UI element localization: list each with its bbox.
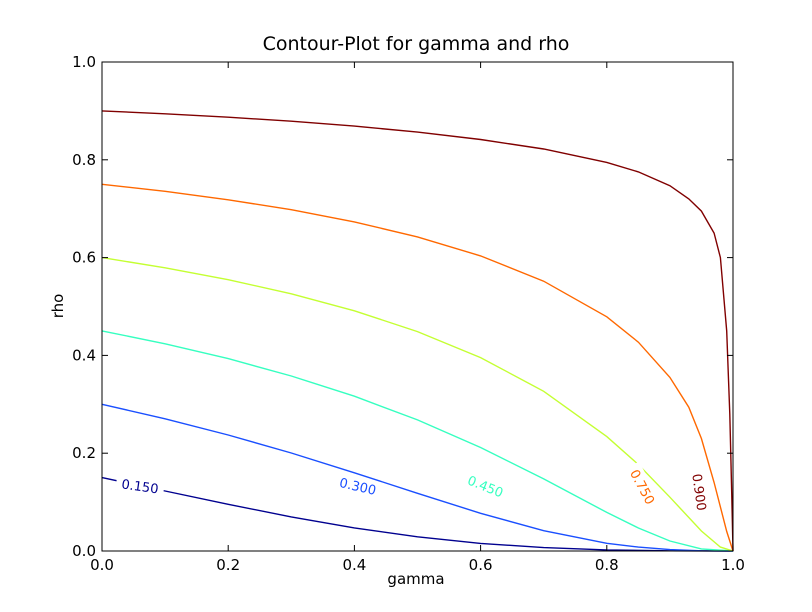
y-tick-label: 0.6 — [72, 249, 96, 267]
contour-label-6: 0.900 — [688, 473, 708, 512]
y-tick-label: 0.0 — [72, 542, 96, 560]
contour-line-1 — [101, 476, 734, 552]
y-tick-label: 1.0 — [72, 53, 96, 71]
contour-label-halo — [459, 469, 512, 504]
contour-label-halo — [332, 472, 384, 501]
x-tick-label: 1.0 — [721, 556, 745, 574]
x-axis-title: gamma — [387, 570, 444, 588]
contour-line-5 — [101, 183, 734, 552]
x-tick-label: 0.2 — [216, 556, 240, 574]
contour-line-4 — [101, 256, 734, 552]
contour-label-halo — [114, 474, 166, 499]
contour-line-2 — [101, 403, 734, 552]
y-tick-label: 0.8 — [72, 151, 96, 169]
contour-label-halo — [687, 467, 712, 518]
contour-label-group-5: 0.750 — [623, 461, 662, 513]
contour-line-6 — [101, 110, 734, 552]
contour-label-group-2: 0.300 — [332, 472, 384, 501]
contour-label-group-6: 0.900 — [687, 467, 712, 518]
chart-title: Contour-Plot for gamma and rho — [263, 33, 570, 55]
y-tick-label: 0.4 — [72, 346, 96, 364]
contour-label-group-1: 0.150 — [114, 474, 166, 499]
y-axis-title: rho — [49, 294, 67, 319]
y-tick-label: 0.2 — [72, 444, 96, 462]
contour-line-3 — [101, 330, 734, 552]
contour-label-1: 0.150 — [120, 477, 159, 497]
x-tick-label: 0.0 — [90, 556, 114, 574]
x-tick-label: 0.6 — [469, 556, 493, 574]
plot-frame — [101, 61, 734, 552]
plot-area: 0.150 0.300 0.450 0.750 0.900 0.0 0.2 0.4 0.6 0.8… — [72, 53, 745, 574]
contour-label-halo — [623, 461, 662, 513]
contour-label-group-3: 0.450 — [459, 469, 512, 504]
x-tick-label: 0.8 — [595, 556, 619, 574]
x-tick-label: 0.4 — [342, 556, 366, 574]
